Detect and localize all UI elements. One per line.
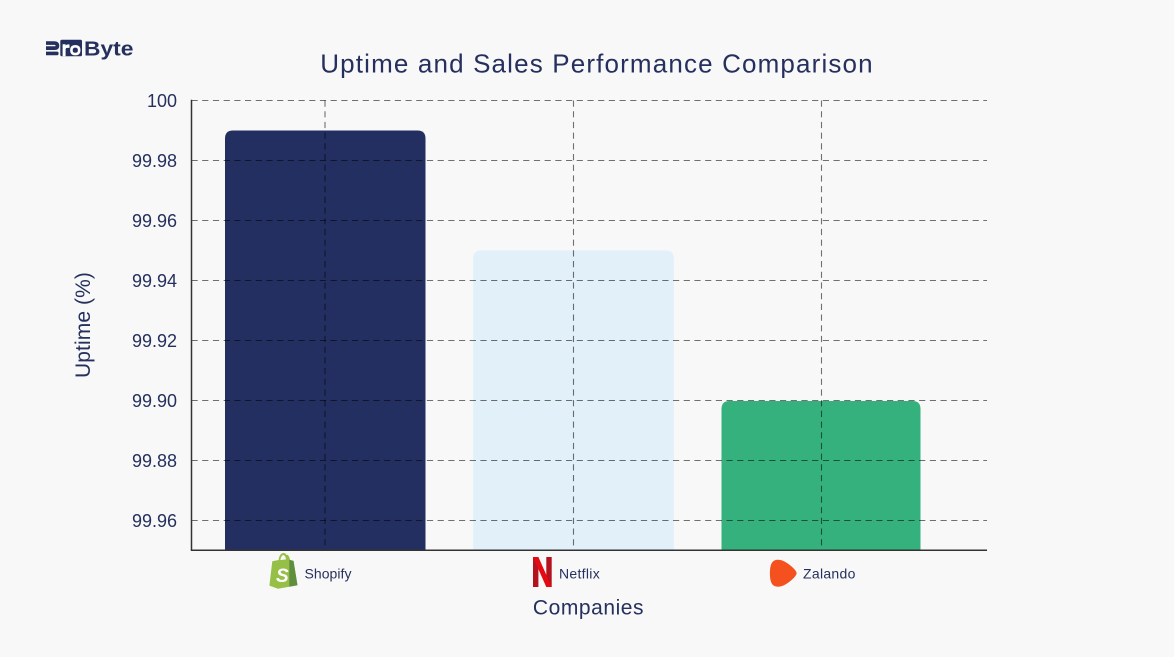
- svg-text:99.94: 99.94: [132, 271, 177, 291]
- svg-text:Shopify: Shopify: [305, 566, 352, 582]
- svg-text:100: 100: [147, 91, 177, 111]
- svg-text:99.98: 99.98: [132, 151, 177, 171]
- svg-text:99.96: 99.96: [132, 511, 177, 531]
- svg-text:99.88: 99.88: [132, 451, 177, 471]
- svg-text:Companies: Companies: [533, 597, 644, 620]
- svg-text:S: S: [276, 566, 289, 587]
- svg-text:Netflix: Netflix: [559, 566, 600, 582]
- svg-text:Uptime (%): Uptime (%): [72, 272, 95, 378]
- svg-text:99.90: 99.90: [132, 391, 177, 411]
- svg-text:Zalando: Zalando: [803, 566, 856, 582]
- svg-text:Uptime and Sales Performance C: Uptime and Sales Performance Comparison: [320, 49, 874, 79]
- svg-text:99.96: 99.96: [132, 211, 177, 231]
- svg-text:99.92: 99.92: [132, 331, 177, 351]
- svg-text:Byte: Byte: [84, 39, 134, 61]
